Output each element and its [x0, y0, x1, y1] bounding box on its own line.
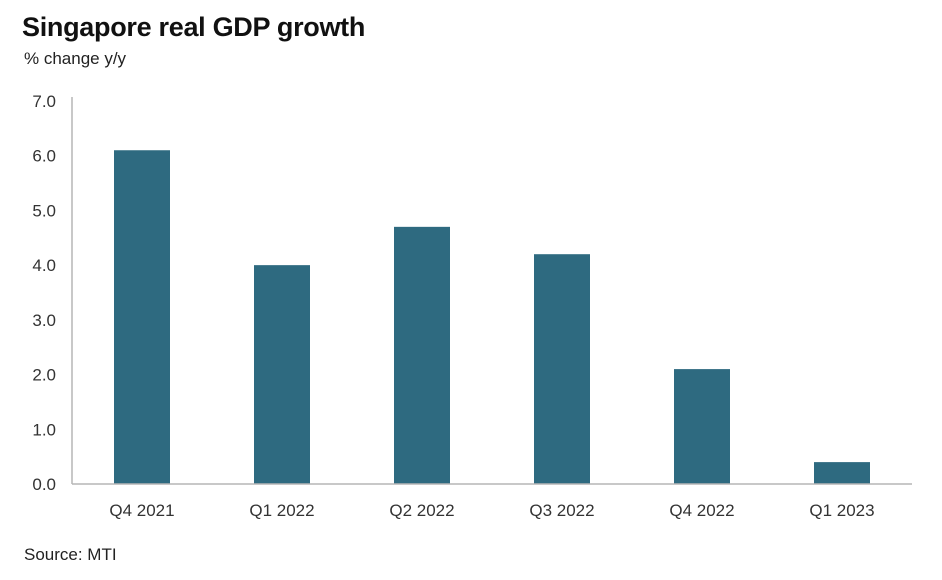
bar-q3-2022 — [534, 254, 590, 484]
chart-title: Singapore real GDP growth — [22, 12, 366, 42]
y-tick-label: 4.0 — [32, 256, 56, 275]
source-note: Source: MTI — [24, 545, 117, 564]
bar-q4-2022 — [674, 369, 730, 484]
x-tick-label: Q3 2022 — [529, 501, 594, 520]
y-tick-label: 1.0 — [32, 420, 56, 439]
bar-q1-2023 — [814, 462, 870, 484]
bar-q4-2021 — [114, 150, 170, 484]
y-tick-label: 5.0 — [32, 201, 56, 220]
bar-q2-2022 — [394, 226, 450, 485]
y-tick-label: 2.0 — [32, 366, 56, 385]
y-tick-label: 0.0 — [32, 475, 56, 494]
x-tick-label: Q4 2022 — [669, 501, 734, 520]
x-tick-label: Q2 2022 — [389, 501, 454, 520]
x-tick-label: Q1 2022 — [249, 501, 314, 520]
y-tick-label: 3.0 — [32, 311, 56, 330]
y-tick-label: 7.0 — [32, 92, 56, 111]
y-tick-label: 6.0 — [32, 147, 56, 166]
x-tick-label: Q1 2023 — [809, 501, 874, 520]
x-tick-label: Q4 2021 — [109, 501, 174, 520]
bar-q1-2022 — [254, 265, 310, 484]
chart-subtitle: % change y/y — [24, 49, 127, 68]
